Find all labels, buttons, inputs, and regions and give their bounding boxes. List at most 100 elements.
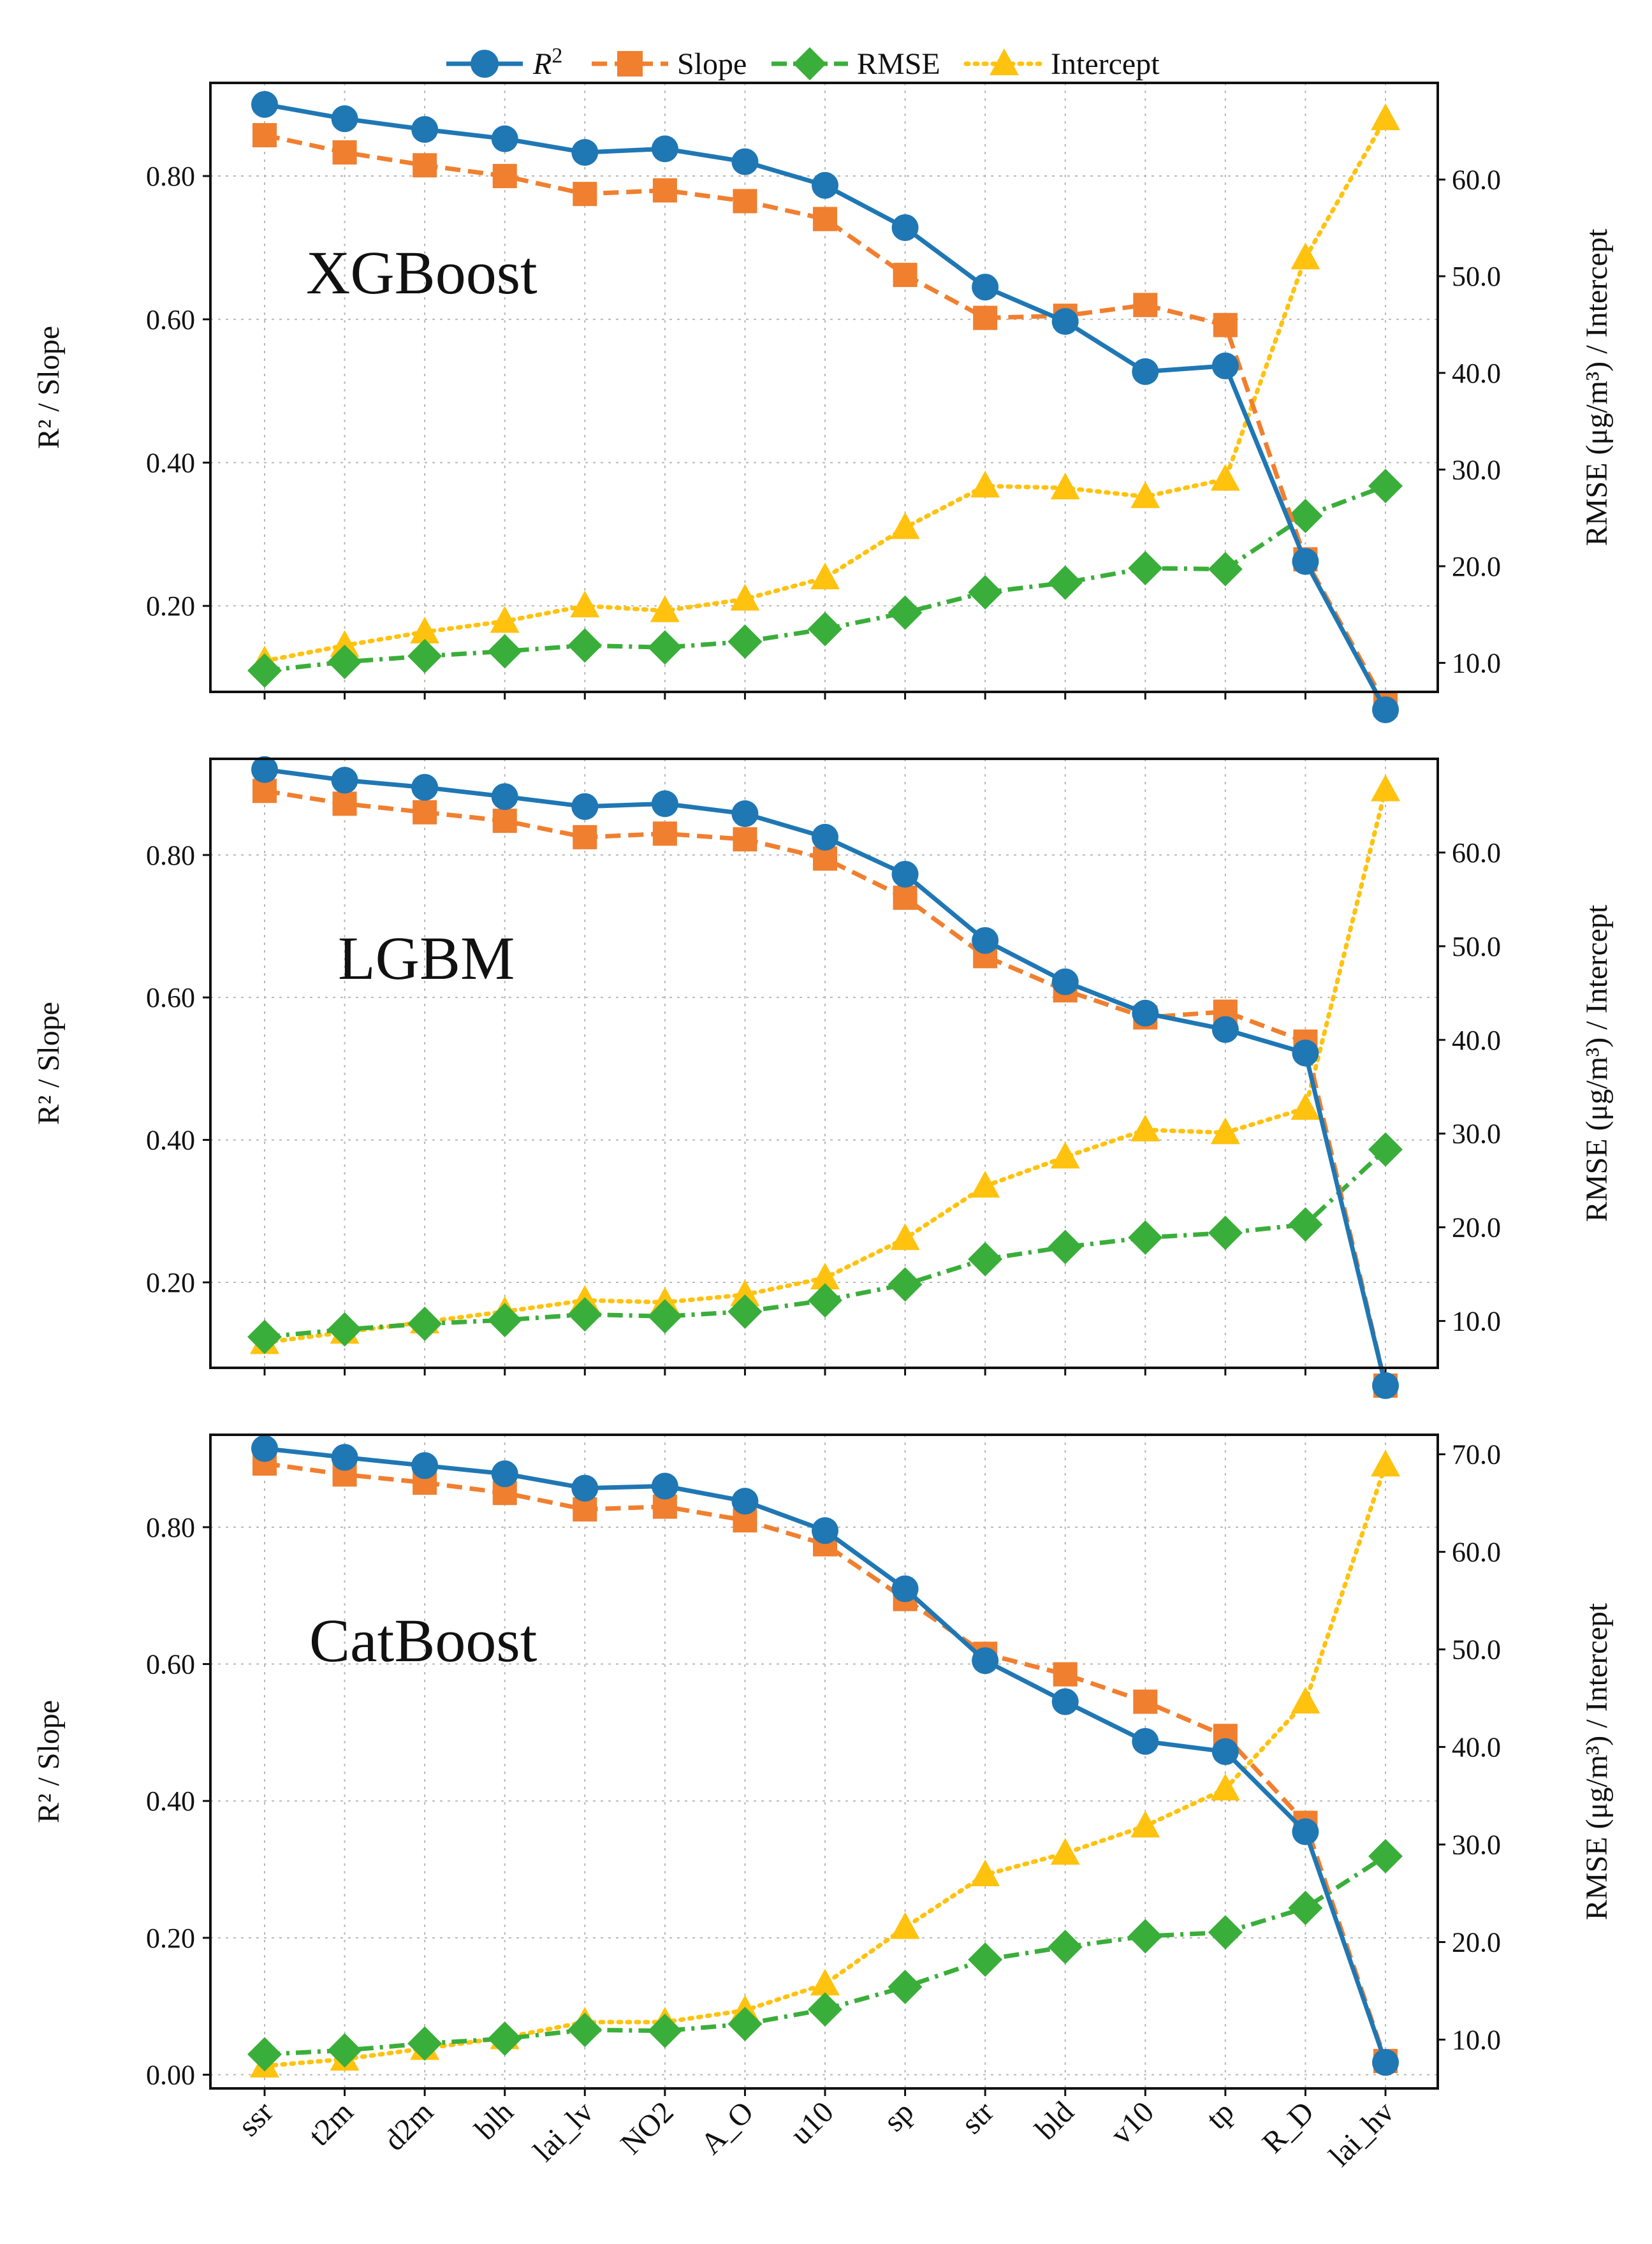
point-rmse [1368,1838,1403,1874]
point-rmse [727,1294,763,1329]
point-intercept [1371,103,1400,131]
point-intercept [330,630,360,657]
series-slope [252,123,1398,717]
point-rmse [1048,1229,1083,1265]
legend-item-rmse: RMSE [771,47,940,81]
point-r2 [1051,1688,1079,1715]
series-line-slope [264,788,1388,1386]
point-r2 [331,766,358,794]
left-y-tick-label: 0.20 [146,1923,195,1954]
point-rmse [647,630,682,665]
right-y-tick-label: 30.0 [1452,454,1501,485]
right-y-tick-label: 20.0 [1452,1212,1501,1243]
series-slope [252,1451,1398,2074]
point-rmse [968,1942,1003,1977]
right-y-tick-label: 10.0 [1452,2025,1501,2056]
point-intercept [890,1223,920,1250]
left-y-tick-label: 0.80 [146,1512,195,1543]
left-y-tick-label: 0.40 [146,447,195,478]
point-r2 [251,91,278,118]
legend-slope-label: Slope [677,47,747,81]
point-rmse [727,2007,763,2042]
left-axis-title: R² / Slope [32,326,66,449]
point-intercept [1371,774,1400,802]
right-axis-title: RMSE (μg/m³) / Intercept [1580,228,1614,546]
point-r2 [1372,2049,1399,2076]
point-r2 [1132,358,1159,385]
series-line-slope [264,133,1388,706]
point-r2 [1211,352,1239,379]
point-r2 [491,125,518,152]
left-axis-title: R² / Slope [32,1700,66,1823]
plot-frame [209,1434,1439,2090]
point-r2 [251,1435,278,1462]
point-slope [492,164,517,189]
right-y-tick-label: 40.0 [1452,358,1501,389]
point-intercept [810,1262,840,1289]
point-intercept [1290,1093,1320,1120]
point-intercept [1130,1810,1160,1838]
legend-intercept-marker [990,48,1019,75]
series-rmse [247,1838,1403,2072]
point-intercept [650,595,680,622]
point-intercept [1130,1114,1160,1141]
point-r2 [812,1517,838,1544]
point-slope [1053,1662,1078,1687]
point-rmse [1128,1919,1163,1954]
point-r2 [331,1444,358,1471]
point-r2 [972,927,999,954]
point-intercept [810,562,840,590]
point-r2 [331,105,358,133]
point-r2 [571,138,599,166]
point-rmse [888,1969,923,2004]
plot-frame [209,82,1439,693]
point-r2 [891,860,919,888]
right-y-tick-label: 20.0 [1452,551,1501,582]
legend-rmse-label: RMSE [857,47,940,81]
point-rmse [407,1306,442,1341]
point-slope [733,189,757,214]
point-intercept [890,1912,920,1939]
point-rmse [888,1267,923,1302]
model-label-lgbm: LGBM [338,924,515,992]
right-y-tick-label: 30.0 [1452,1118,1501,1150]
point-rmse [567,1297,603,1332]
point-rmse [1128,550,1163,585]
point-intercept [1050,1838,1080,1865]
point-slope [893,263,917,288]
point-rmse [808,1992,842,2027]
point-r2 [972,1647,999,1675]
point-intercept [1210,1117,1240,1145]
right-axis-title: RMSE (μg/m³) / Intercept [1580,904,1614,1222]
point-r2 [1132,1727,1159,1755]
point-rmse [647,1299,682,1334]
point-slope [413,153,437,178]
series-line-intercept [262,1462,1388,2069]
series-line-rmse [264,1148,1387,1339]
right-y-tick-label: 20.0 [1452,1927,1501,1958]
point-r2 [1211,1738,1239,1765]
point-rmse [808,612,842,647]
left-y-tick-label: 0.60 [146,304,195,335]
point-intercept [1290,1687,1320,1714]
point-r2 [972,274,999,301]
point-r2 [1132,999,1159,1027]
series-r2 [251,91,1399,724]
point-rmse [327,645,362,680]
point-r2 [411,774,439,801]
point-rmse [1208,1915,1243,1950]
point-r2 [1051,308,1079,335]
panel-lgbm: LGBM 0.20 0.40 0.60 0.80 10.0 20.0 30.0 40.0 50.… [32,756,1614,1399]
left-y-tick-label: 0.40 [146,1125,195,1156]
point-r2 [731,1488,759,1515]
point-r2 [812,172,838,199]
point-r2 [651,135,678,163]
point-r2 [1372,696,1399,724]
legend-item-intercept: Intercept [963,47,1160,81]
model-label-xgboost: XGBoost [306,238,537,307]
legend-r2-label: R2 [532,44,562,82]
series-rmse [247,469,1403,688]
point-slope [652,178,677,203]
series-rmse [247,1132,1403,1354]
